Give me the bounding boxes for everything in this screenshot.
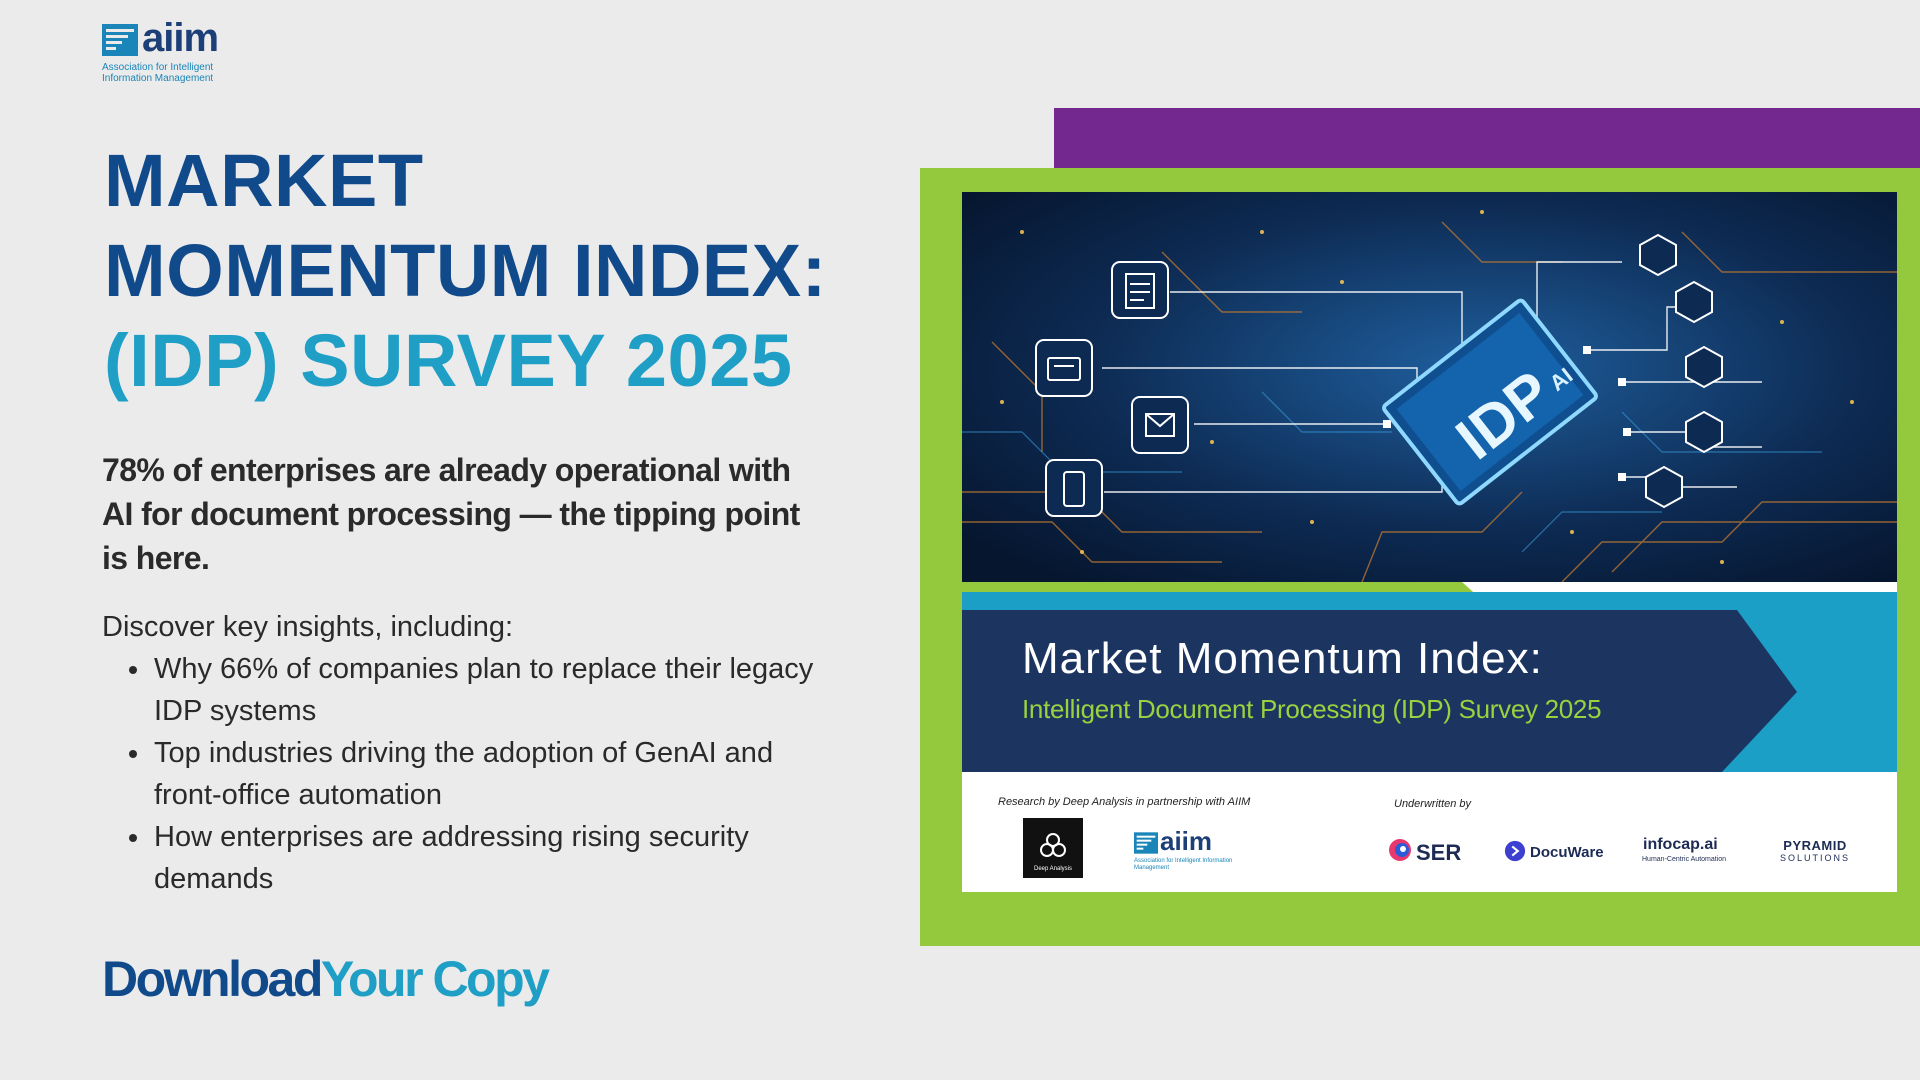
cover-title-band (962, 582, 1897, 772)
download-label-part1: Download (102, 951, 323, 1007)
deep-analysis-logo: Deep Analysis (1023, 818, 1083, 878)
download-link[interactable]: DownloadYour Copy (102, 950, 550, 1008)
insights-list: Why 66% of companies plan to replace the… (102, 648, 822, 900)
title-line-1: MARKET (104, 139, 424, 222)
logo-subtitle: Association for Intelligent Information … (102, 62, 214, 84)
triskelion-icon (1040, 833, 1066, 857)
pyramid-subtitle: SOLUTIONS (1780, 853, 1851, 863)
ser-logo: SER (1416, 840, 1462, 865)
page-title: MARKET MOMENTUM INDEX: (IDP) SURVEY 2025 (104, 136, 827, 406)
infocap-tagline: Human-Centric Automation (1642, 856, 1727, 863)
docuware-logo-icon (1504, 840, 1526, 862)
logo-wordmark: aiim (142, 16, 219, 60)
insight-item: Top industries driving the adoption of G… (102, 732, 822, 816)
cover-aiim-subtitle: Association for Intelligent Information … (1134, 858, 1233, 871)
aiim-mark-icon (102, 24, 138, 56)
deep-analysis-label: Deep Analysis (1033, 866, 1073, 872)
insights-section: Discover key insights, including: Why 66… (102, 606, 822, 900)
pyramid-wordmark: PYRAMID (1783, 838, 1847, 853)
cover-title: Market Momentum Index: (1022, 634, 1543, 683)
pyramid-solutions-logo: PYRAMID SOLUTIONS (1780, 838, 1851, 864)
cover-aiim-logo: aiim Association for Intelligent Informa… (1134, 826, 1234, 878)
download-label-part2: Your Copy (320, 951, 550, 1007)
infocap-logo: infocap.ai (1643, 836, 1718, 853)
report-cover: AI IDP Market Mome (962, 192, 1897, 892)
underwritten-label: Underwritten by (1394, 798, 1472, 810)
aiim-logo: aiim Association for Intelligent Informa… (102, 16, 262, 84)
circuit-board-image: AI IDP (962, 192, 1897, 582)
ser-logo-icon (1389, 839, 1411, 861)
cover-aiim-wordmark: aiim (1160, 826, 1213, 856)
insight-item: Why 66% of companies plan to replace the… (102, 648, 822, 732)
aiim-mark-icon (1134, 832, 1158, 854)
insights-intro: Discover key insights, including: (102, 611, 514, 643)
title-line-2: MOMENTUM INDEX: (104, 229, 827, 312)
lead-statement: 78% of enterprises are already operation… (102, 452, 800, 576)
title-line-3: (IDP) SURVEY 2025 (104, 319, 793, 402)
cover-subtitle: Intelligent Document Processing (IDP) Su… (1022, 694, 1602, 724)
docuware-logo: DocuWare (1530, 844, 1604, 861)
research-credit: Research by Deep Analysis in partnership… (998, 796, 1251, 808)
insight-item: How enterprises are addressing rising se… (102, 816, 822, 900)
